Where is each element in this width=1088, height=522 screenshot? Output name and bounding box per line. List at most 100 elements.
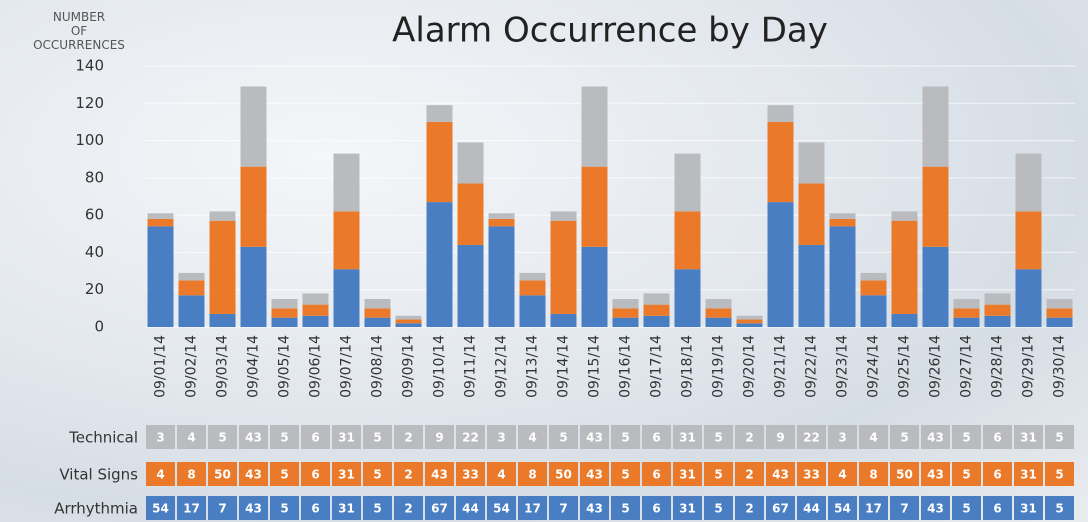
table-value: 5 — [714, 468, 722, 482]
bar-segment — [613, 308, 639, 317]
bar-segment — [923, 247, 949, 327]
table-value: 43 — [431, 468, 448, 482]
bar-segment — [985, 316, 1011, 327]
x-tick-label: 09/17/14 — [649, 335, 665, 398]
bar-segment — [551, 314, 577, 327]
table-value: 5 — [559, 431, 567, 445]
bar-segment — [1016, 269, 1042, 327]
table-value: 6 — [652, 468, 660, 482]
bar-segment — [334, 211, 360, 269]
table-value: 5 — [1055, 431, 1063, 445]
bar-segment — [148, 213, 174, 219]
x-tick-label: 09/13/14 — [525, 335, 541, 398]
bar-segment — [923, 167, 949, 247]
bar-segment — [830, 213, 856, 219]
chart-title: Alarm Occurrence by Day — [392, 11, 828, 51]
bar-segment — [303, 305, 329, 316]
bar-segment — [954, 299, 980, 308]
x-tick-label: 09/26/14 — [928, 335, 944, 398]
bar-segment — [1016, 154, 1042, 212]
table-value: 2 — [745, 431, 753, 445]
table-value: 31 — [338, 502, 355, 516]
x-tick-label: 09/11/14 — [463, 335, 479, 398]
bar-segment — [582, 247, 608, 327]
bar-segment — [458, 142, 484, 183]
bar-segment — [644, 305, 670, 316]
table-value: 17 — [183, 502, 200, 516]
table-value: 44 — [462, 502, 479, 516]
table-value: 5 — [373, 431, 381, 445]
table-value: 2 — [745, 502, 753, 516]
table-value: 3 — [497, 431, 505, 445]
bar-segment — [396, 320, 422, 324]
bar-segment — [861, 295, 887, 327]
bar-segment — [520, 280, 546, 295]
row-label: Technical — [68, 429, 138, 447]
table-value: 8 — [187, 468, 195, 482]
x-tick-label: 09/16/14 — [618, 335, 634, 398]
table-value: 4 — [838, 468, 846, 482]
x-tick-label: 09/18/14 — [680, 335, 696, 398]
bar-segment — [334, 269, 360, 327]
bar-segment — [613, 318, 639, 327]
table-value: 67 — [772, 502, 789, 516]
x-tick-label: 09/08/14 — [370, 335, 386, 398]
bar-segment — [706, 318, 732, 327]
table-value: 5 — [1055, 502, 1063, 516]
table-value: 31 — [338, 468, 355, 482]
table-value: 44 — [803, 502, 820, 516]
x-tick-label: 09/03/14 — [215, 335, 231, 398]
table-value: 43 — [245, 468, 262, 482]
bar-segment — [613, 299, 639, 308]
bar-segment — [954, 308, 980, 317]
x-tick-label: 09/25/14 — [897, 335, 913, 398]
table-value: 5 — [714, 502, 722, 516]
bar-segment — [799, 183, 825, 245]
bar-segment — [179, 295, 205, 327]
bar-segment — [365, 308, 391, 317]
x-tick-label: 09/30/14 — [1052, 335, 1068, 398]
table-value: 6 — [993, 468, 1001, 482]
table-value: 5 — [280, 468, 288, 482]
bar-segment — [241, 87, 267, 167]
bar-segment — [675, 211, 701, 269]
table-value: 5 — [962, 468, 970, 482]
table-value: 33 — [462, 468, 479, 482]
bar-segment — [210, 314, 236, 327]
bar-segment — [830, 219, 856, 226]
table-value: 9 — [435, 431, 443, 445]
table-value: 5 — [621, 468, 629, 482]
bar-segment — [1016, 211, 1042, 269]
table-value: 7 — [559, 502, 567, 516]
table-value: 3 — [838, 431, 846, 445]
table-value: 6 — [311, 502, 319, 516]
bar-segment — [1047, 299, 1073, 308]
table-value: 31 — [338, 431, 355, 445]
table-value: 9 — [776, 431, 784, 445]
bar-segment — [179, 273, 205, 280]
bar-segment — [737, 323, 763, 327]
bar-segment — [923, 87, 949, 167]
x-tick-label: 09/04/14 — [246, 335, 262, 398]
bar-segment — [706, 308, 732, 317]
bar-segment — [551, 221, 577, 314]
table-value: 5 — [280, 431, 288, 445]
bar-segment — [861, 273, 887, 280]
y-tick-label: 80 — [85, 168, 104, 186]
table-value: 43 — [927, 502, 944, 516]
table-value: 2 — [404, 468, 412, 482]
bar-segment — [675, 154, 701, 212]
table-value: 31 — [679, 502, 696, 516]
x-tick-label: 09/06/14 — [308, 335, 324, 398]
bar-segment — [768, 105, 794, 122]
table-value: 50 — [896, 468, 913, 482]
table-value: 6 — [311, 468, 319, 482]
bar-segment — [241, 247, 267, 327]
table-value: 4 — [528, 431, 536, 445]
table-value: 6 — [652, 502, 660, 516]
x-tick-label: 09/09/14 — [401, 335, 417, 398]
table-value: 67 — [431, 502, 448, 516]
table-value: 7 — [218, 502, 226, 516]
bar-segment — [644, 293, 670, 304]
bar-segment — [706, 299, 732, 308]
